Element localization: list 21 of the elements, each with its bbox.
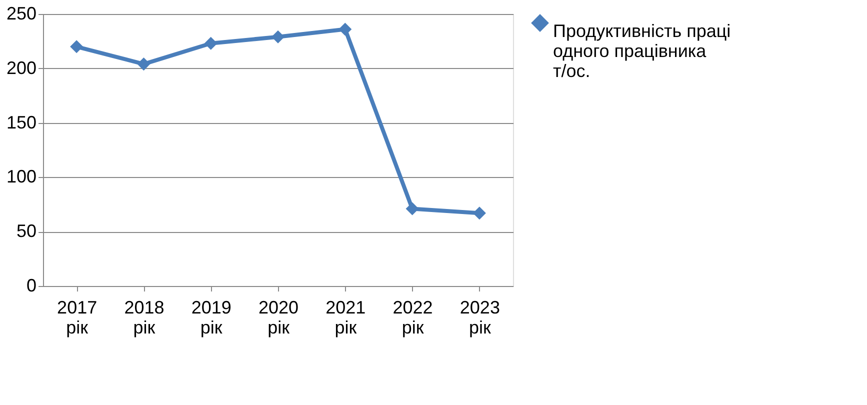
- point: [472, 206, 486, 220]
- x-tick-label: 2017 рік: [57, 298, 98, 338]
- point: [70, 40, 84, 54]
- x-tick-label: 2023 рік: [460, 298, 500, 338]
- y-tick-label: 150: [6, 112, 36, 132]
- point: [406, 202, 419, 216]
- y-tick-label: 0: [26, 276, 36, 296]
- point: [338, 22, 352, 36]
- point: [271, 30, 285, 44]
- x-tick-label: 2021 рік: [326, 298, 366, 338]
- y-tick-label: 100: [6, 166, 36, 187]
- y-tick-label: 200: [6, 58, 36, 78]
- y-tick-label: 50: [16, 221, 36, 242]
- legend-label: Продуктивність праці одного працівника т/ос.: [553, 21, 731, 81]
- point: [204, 36, 218, 50]
- point: [137, 58, 150, 71]
- x-tick-label: 2019 рік: [191, 298, 232, 338]
- x-tick-label: 2018 рік: [124, 298, 164, 338]
- x-tick-label: 2020 рік: [258, 298, 299, 338]
- y-tick-label: 250: [6, 4, 36, 24]
- x-tick-label: 2022 рік: [392, 298, 433, 338]
